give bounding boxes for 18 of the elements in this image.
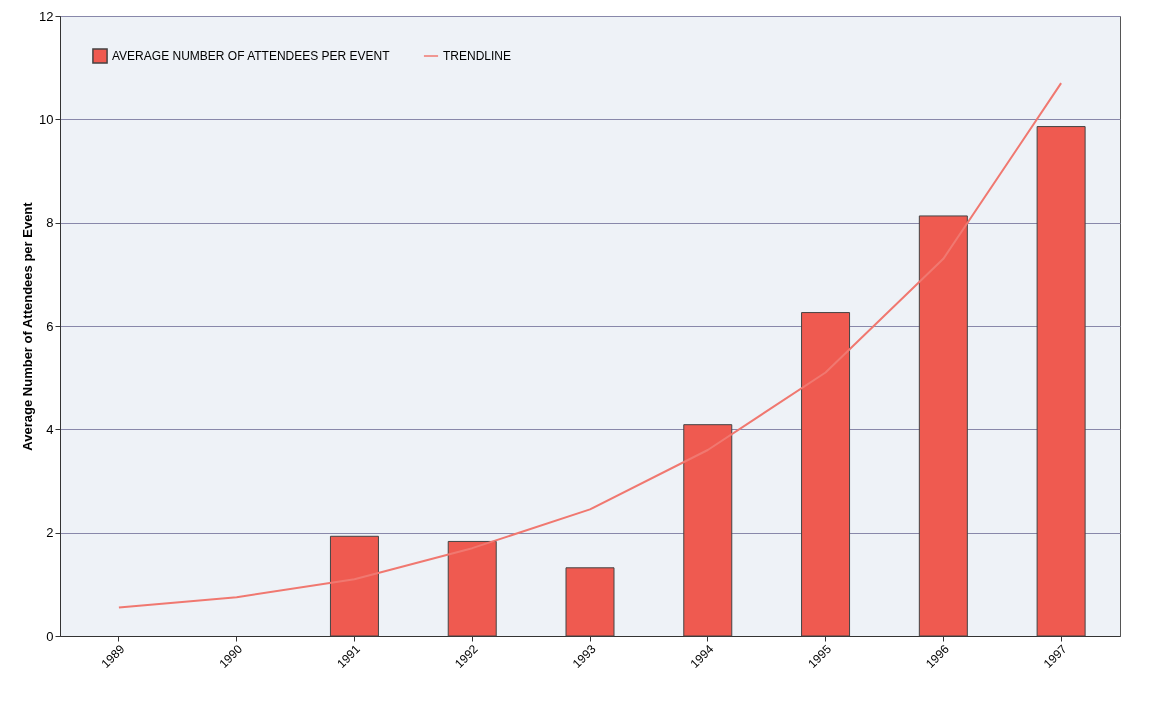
bar: [447, 540, 497, 637]
bar: [565, 567, 615, 637]
legend-label: AVERAGE NUMBER OF ATTENDEES PER EVENT: [112, 49, 391, 63]
bar: [918, 215, 968, 637]
y-tick-label: 0: [46, 628, 54, 644]
y-tick-label: 12: [39, 8, 54, 24]
y-tick-label: 2: [46, 525, 54, 541]
bar: [801, 312, 851, 637]
y-axis-title: Average Number of Attendees per Event: [20, 201, 36, 451]
bar: [329, 535, 379, 637]
y-tick-label: 8: [46, 215, 54, 231]
y-tick-label: 10: [39, 111, 54, 127]
line-series: [117, 82, 1063, 609]
y-tick-label: 4: [46, 421, 54, 437]
bar: [1036, 126, 1086, 637]
bar: [683, 424, 733, 637]
legend-label: TRENDLINE: [443, 49, 512, 63]
y-tick-label: 6: [46, 318, 54, 334]
